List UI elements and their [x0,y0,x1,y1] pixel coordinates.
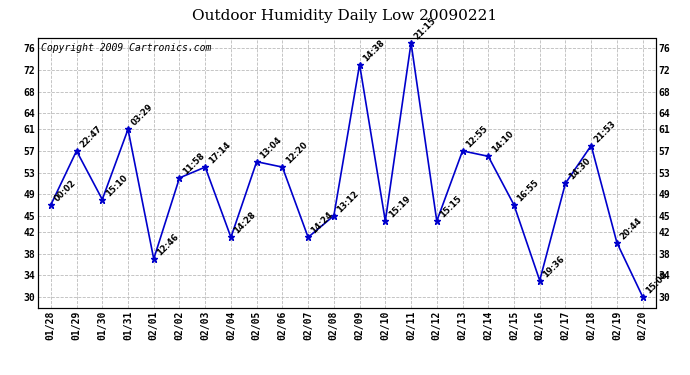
Text: 16:55: 16:55 [515,178,541,204]
Text: 21:53: 21:53 [593,119,618,144]
Text: 13:12: 13:12 [335,189,361,214]
Text: 17:14: 17:14 [206,140,232,166]
Text: 12:20: 12:20 [284,140,309,166]
Text: 12:46: 12:46 [155,232,181,258]
Text: 19:36: 19:36 [541,254,566,279]
Text: 15:00: 15:00 [644,270,669,295]
Text: 03:29: 03:29 [130,103,155,128]
Text: 22:47: 22:47 [78,124,104,150]
Text: 14:28: 14:28 [233,211,257,236]
Text: 14:38: 14:38 [361,38,386,63]
Text: 00:02: 00:02 [52,178,77,204]
Text: 15:15: 15:15 [438,194,464,220]
Text: 14:10: 14:10 [490,130,515,155]
Text: 14:24: 14:24 [310,210,335,236]
Text: 15:19: 15:19 [386,194,412,220]
Text: 11:58: 11:58 [181,151,206,177]
Text: 12:55: 12:55 [464,124,489,150]
Text: Outdoor Humidity Daily Low 20090221: Outdoor Humidity Daily Low 20090221 [193,9,497,23]
Text: 13:04: 13:04 [258,135,284,160]
Text: 15:10: 15:10 [104,173,129,198]
Text: 21:15: 21:15 [413,16,438,42]
Text: 20:44: 20:44 [618,216,644,241]
Text: 14:30: 14:30 [566,157,592,182]
Text: Copyright 2009 Cartronics.com: Copyright 2009 Cartronics.com [41,43,211,53]
